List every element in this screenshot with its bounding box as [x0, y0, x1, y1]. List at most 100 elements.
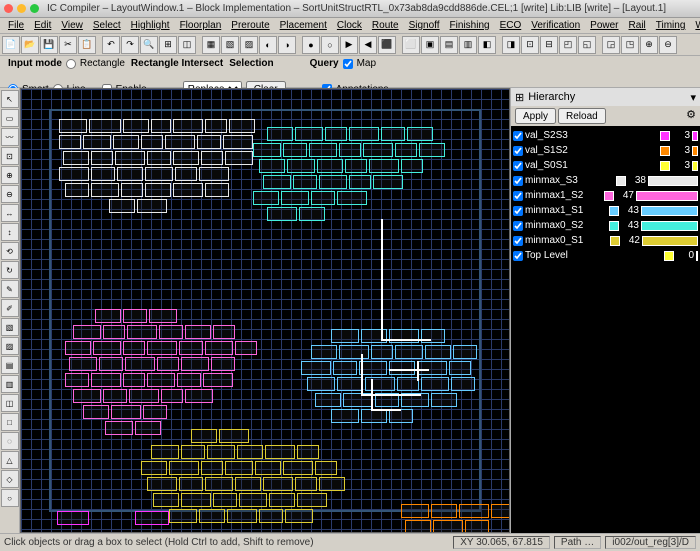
toolbar-btn-27[interactable]: ⊟: [540, 36, 558, 54]
cell-rect[interactable]: [433, 520, 463, 533]
cell-rect[interactable]: [91, 167, 115, 181]
cell-rect[interactable]: [229, 119, 255, 133]
cell-rect[interactable]: [65, 183, 89, 197]
cell-rect[interactable]: [205, 477, 233, 491]
cell-rect[interactable]: [337, 377, 363, 391]
menu-route[interactable]: Route: [368, 20, 403, 31]
hier-row[interactable]: minmax0_S243: [513, 218, 698, 233]
left-tool-20[interactable]: ◇: [1, 470, 19, 488]
menu-preroute[interactable]: Preroute: [227, 20, 273, 31]
cell-rect[interactable]: [93, 341, 121, 355]
cell-rect[interactable]: [369, 159, 399, 173]
left-tool-21[interactable]: ○: [1, 489, 19, 507]
menu-window[interactable]: Window: [691, 20, 700, 31]
cell-rect[interactable]: [111, 405, 141, 419]
hier-visibility-checkbox[interactable]: [513, 206, 523, 216]
menu-view[interactable]: View: [57, 20, 87, 31]
hier-row[interactable]: val_S1S23: [513, 143, 698, 158]
menu-eco[interactable]: ECO: [496, 20, 526, 31]
cell-rect[interactable]: [121, 183, 143, 197]
left-tool-4[interactable]: ⊕: [1, 166, 19, 184]
menu-finishing[interactable]: Finishing: [446, 20, 494, 31]
hier-row[interactable]: minmax_S338: [513, 173, 698, 188]
apply-button[interactable]: Apply: [515, 108, 556, 124]
cell-rect[interactable]: [311, 345, 337, 359]
hier-visibility-checkbox[interactable]: [513, 191, 523, 201]
cell-rect[interactable]: [405, 520, 431, 533]
toolbar-btn-21[interactable]: ▣: [421, 36, 439, 54]
cell-rect[interactable]: [153, 493, 179, 507]
cell-rect[interactable]: [109, 199, 135, 213]
cell-rect[interactable]: [185, 325, 211, 339]
cell-rect[interactable]: [161, 389, 183, 403]
cell-rect[interactable]: [113, 135, 139, 149]
cell-rect[interactable]: [181, 357, 209, 371]
cell-rect[interactable]: [259, 159, 285, 173]
cell-rect[interactable]: [147, 341, 177, 355]
hier-visibility-checkbox[interactable]: [513, 251, 523, 261]
cell-rect[interactable]: [151, 119, 171, 133]
zoom-icon[interactable]: [30, 4, 39, 13]
cell-rect[interactable]: [165, 135, 195, 149]
toolbar-btn-5[interactable]: ↶: [102, 36, 120, 54]
cell-rect[interactable]: [57, 511, 89, 525]
cell-rect[interactable]: [395, 345, 423, 359]
cell-rect[interactable]: [361, 409, 387, 423]
left-tool-19[interactable]: △: [1, 451, 19, 469]
left-tool-11[interactable]: ✐: [1, 299, 19, 317]
toolbar-btn-0[interactable]: 📄: [2, 36, 20, 54]
left-tool-3[interactable]: ⊡: [1, 147, 19, 165]
cell-rect[interactable]: [297, 445, 319, 459]
hier-row[interactable]: val_S2S33: [513, 128, 698, 143]
left-tool-5[interactable]: ⊖: [1, 185, 19, 203]
cell-rect[interactable]: [311, 191, 335, 205]
hier-visibility-checkbox[interactable]: [513, 236, 523, 246]
cell-rect[interactable]: [145, 183, 171, 197]
cell-rect[interactable]: [103, 325, 125, 339]
cell-rect[interactable]: [137, 199, 167, 213]
toolbar-btn-6[interactable]: ↷: [121, 36, 139, 54]
cell-rect[interactable]: [407, 127, 433, 141]
map-checkbox[interactable]: [343, 59, 353, 69]
cell-rect[interactable]: [345, 159, 367, 173]
cell-rect[interactable]: [267, 127, 293, 141]
menu-floorplan[interactable]: Floorplan: [176, 20, 226, 31]
toolbar-btn-26[interactable]: ⊡: [521, 36, 539, 54]
cell-rect[interactable]: [205, 341, 233, 355]
toolbar-btn-15[interactable]: ●: [302, 36, 320, 54]
cell-rect[interactable]: [213, 325, 235, 339]
cell-rect[interactable]: [237, 445, 263, 459]
reload-button[interactable]: Reload: [558, 108, 606, 124]
toolbar-btn-17[interactable]: ▶: [340, 36, 358, 54]
menu-highlight[interactable]: Highlight: [127, 20, 174, 31]
left-tool-1[interactable]: ▭: [1, 109, 19, 127]
cell-rect[interactable]: [63, 151, 89, 165]
cell-rect[interactable]: [157, 357, 179, 371]
cell-rect[interactable]: [181, 493, 211, 507]
cell-rect[interactable]: [315, 393, 341, 407]
menu-power[interactable]: Power: [586, 20, 622, 31]
cell-rect[interactable]: [267, 207, 297, 221]
toolbar-btn-29[interactable]: ◱: [578, 36, 596, 54]
menu-placement[interactable]: Placement: [276, 20, 331, 31]
close-icon[interactable]: [4, 4, 13, 13]
cell-rect[interactable]: [123, 341, 145, 355]
cell-rect[interactable]: [147, 477, 177, 491]
rectangle-radio[interactable]: [66, 59, 76, 69]
hier-visibility-checkbox[interactable]: [513, 176, 523, 186]
cell-rect[interactable]: [99, 357, 123, 371]
toolbar-btn-19[interactable]: ⬛: [378, 36, 396, 54]
left-tool-14[interactable]: ▤: [1, 356, 19, 374]
cell-rect[interactable]: [389, 361, 415, 375]
left-tool-10[interactable]: ✎: [1, 280, 19, 298]
left-tool-17[interactable]: □: [1, 413, 19, 431]
menu-signoff[interactable]: Signoff: [405, 20, 444, 31]
cell-rect[interactable]: [59, 167, 89, 181]
hier-row[interactable]: minmax1_S247: [513, 188, 698, 203]
cell-rect[interactable]: [431, 504, 457, 518]
cell-rect[interactable]: [331, 329, 359, 343]
cell-rect[interactable]: [349, 175, 371, 189]
cell-rect[interactable]: [65, 373, 89, 387]
cell-rect[interactable]: [269, 493, 295, 507]
cell-rect[interactable]: [317, 159, 343, 173]
